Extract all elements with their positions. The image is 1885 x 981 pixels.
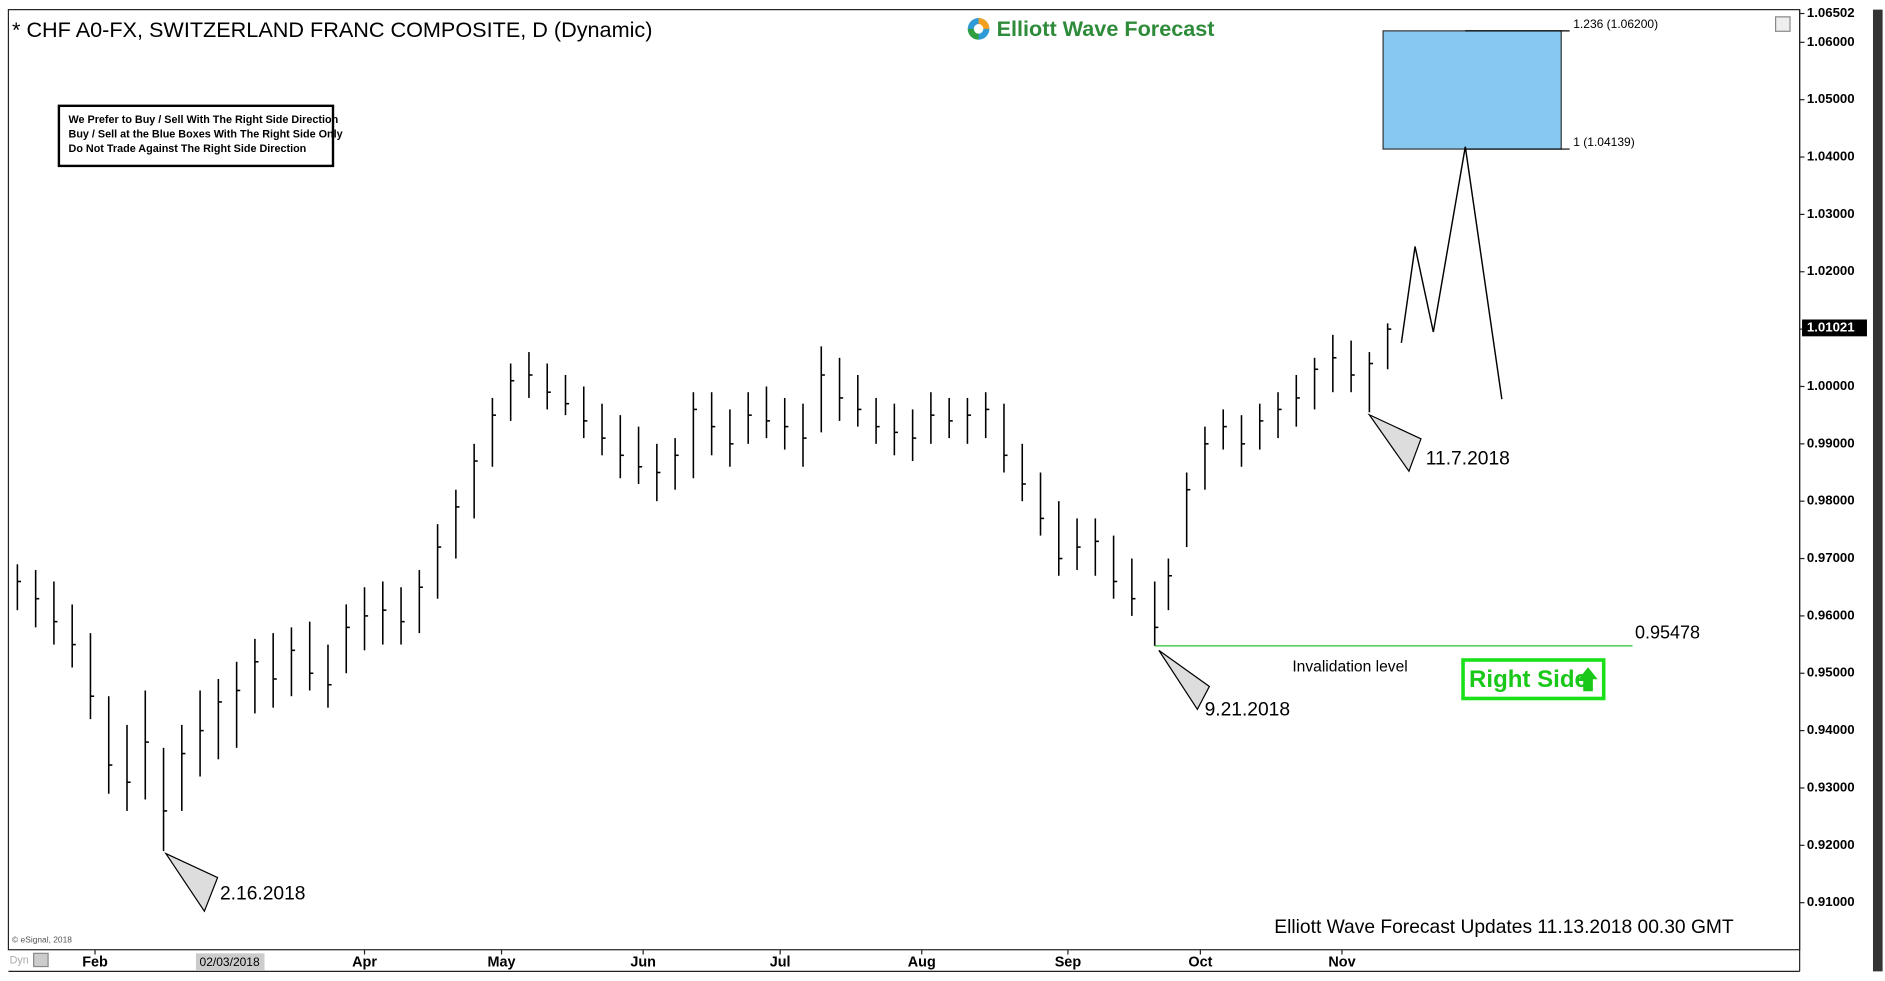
brand: Elliott Wave Forecast xyxy=(997,16,1215,41)
pivot-label: 11.7.2018 xyxy=(1426,448,1510,469)
y-tick-label: 1.06000 xyxy=(1807,34,1855,49)
pivot-marker xyxy=(1158,649,1211,711)
fib-label: 1.236 (1.06200) xyxy=(1573,17,1658,31)
right-side-badge: Right Side xyxy=(1461,658,1606,701)
chart-title: * CHF A0-FX, SWITZERLAND FRANC COMPOSITE… xyxy=(12,17,652,42)
last-price-box xyxy=(1802,319,1867,337)
footer: Elliott Wave Forecast Updates 11.13.2018… xyxy=(1274,917,1734,938)
window-edge xyxy=(1872,9,1883,972)
y-tick-label: 0.97000 xyxy=(1807,550,1855,565)
y-tick-label: 1.00000 xyxy=(1807,378,1855,393)
projection-path xyxy=(1400,146,1503,400)
x-tick-label: Feb xyxy=(82,955,108,971)
corner-label: Dyn xyxy=(10,954,29,966)
y-tick-label: 1.04000 xyxy=(1807,149,1855,164)
last-price-label: 1.01021 xyxy=(1807,319,1855,334)
y-tick-label: 0.95000 xyxy=(1807,665,1855,680)
y-tick-label: 0.96000 xyxy=(1807,607,1855,622)
right-side-arrow xyxy=(1578,667,1598,692)
x-tick-label: Sep xyxy=(1055,955,1082,971)
window-button[interactable] xyxy=(1775,16,1791,32)
pivot-marker xyxy=(164,852,219,913)
logo: Elliott Wave Forecast xyxy=(967,16,1215,41)
logo-icon xyxy=(973,24,984,34)
invalidation-label: Invalidation level xyxy=(1292,658,1407,675)
y-tick-label: 1.05000 xyxy=(1807,91,1855,106)
y-tick-label: 0.99000 xyxy=(1807,435,1855,450)
y-tick-label: 0.94000 xyxy=(1807,722,1855,737)
x-tick-label: Jul xyxy=(770,955,791,971)
note-line: Do Not Trade Against The Right Side Dire… xyxy=(69,143,307,155)
x-tick-label: Oct xyxy=(1188,955,1212,971)
note-line: We Prefer to Buy / Sell With The Right S… xyxy=(69,114,339,126)
x-tick-label: Apr xyxy=(352,955,377,971)
target-box xyxy=(1382,30,1562,150)
pivot-label: 2.16.2018 xyxy=(220,884,306,905)
y-tick-label: 1.03000 xyxy=(1807,206,1855,221)
y-tick-label: 0.92000 xyxy=(1807,837,1855,852)
y-tick-label: 0.91000 xyxy=(1807,894,1855,909)
right-side-label: Right Side xyxy=(1469,666,1588,693)
pivot-label: 9.21.2018 xyxy=(1205,700,1291,721)
x-tick-label: Jun xyxy=(630,955,656,971)
pivot-marker xyxy=(1367,413,1422,473)
copyright: © eSignal, 2018 xyxy=(12,934,72,944)
x-tick-label: Aug xyxy=(908,955,936,971)
note-line: Buy / Sell at the Blue Boxes With The Ri… xyxy=(69,129,343,141)
cursor-label-box xyxy=(195,953,265,971)
y-tick-label: 1.06502 xyxy=(1807,5,1855,20)
invalidation-value: 0.95478 xyxy=(1635,623,1700,643)
y-tick-label: 0.98000 xyxy=(1807,493,1855,508)
fib-label: 1 (1.04139) xyxy=(1573,135,1634,149)
y-tick-label: 1.02000 xyxy=(1807,263,1855,278)
note-box xyxy=(57,104,335,168)
x-tick-label: Nov xyxy=(1328,955,1355,971)
y-tick-label: 0.93000 xyxy=(1807,779,1855,794)
corner-button[interactable] xyxy=(33,952,49,968)
cursor-label: 02/03/2018 xyxy=(200,955,260,969)
x-tick-label: May xyxy=(488,955,516,971)
